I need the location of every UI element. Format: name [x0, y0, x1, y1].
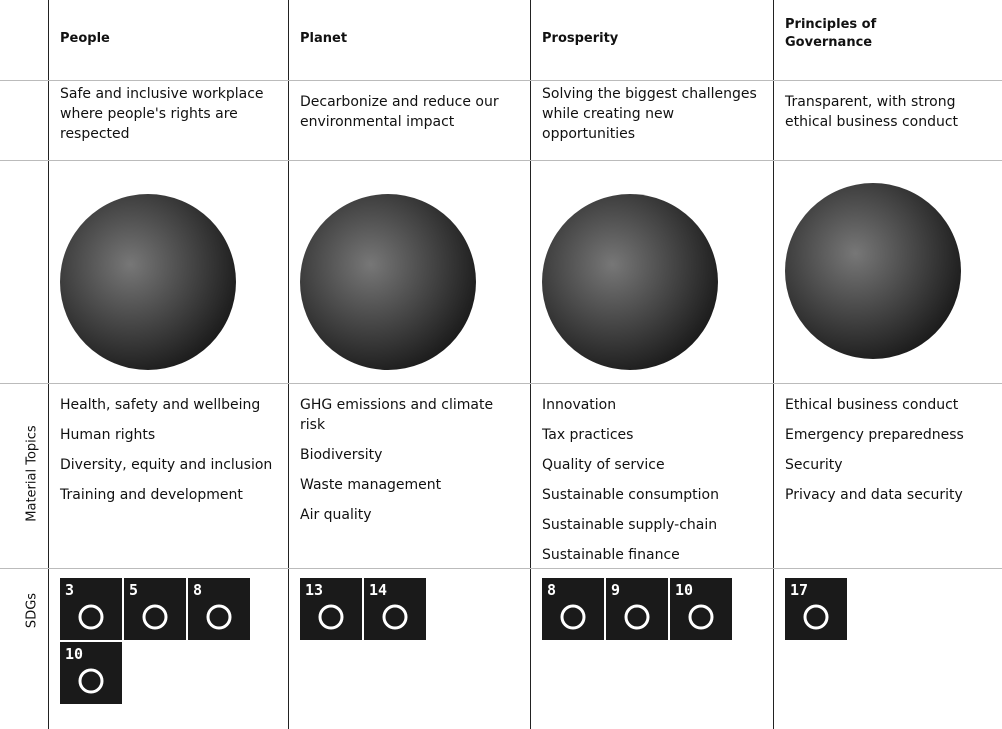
- sdg-glyph: [382, 604, 408, 630]
- column-title: People: [60, 31, 110, 46]
- topic: Sustainable finance: [542, 547, 680, 563]
- row-rule: [0, 80, 1002, 81]
- sdg-icon: 8: [188, 578, 250, 640]
- column-rule: [773, 0, 774, 729]
- sdg-glyph: [318, 604, 344, 630]
- sdg-number: 17: [790, 581, 809, 599]
- column-description: Decarbonize and reduce our environmental…: [300, 94, 499, 130]
- column-title: Planet: [300, 31, 348, 46]
- topic: Ethical business conduct: [785, 397, 959, 413]
- sdg-number: 14: [369, 581, 388, 599]
- sdg-icon: 3: [60, 578, 122, 640]
- row-label: SDGs: [24, 592, 40, 629]
- sdg-number: 9: [611, 581, 621, 599]
- sdg-tiles: 13 14: [300, 578, 500, 640]
- topic: Training and development: [60, 487, 243, 503]
- column-rule: [48, 0, 49, 729]
- topic-list: Health, safety and wellbeing Human rights…: [60, 395, 276, 515]
- sdg-glyph: [624, 604, 650, 630]
- topic: Emergency preparedness: [785, 427, 964, 443]
- photo: [60, 194, 236, 370]
- sdg-glyph: [803, 604, 829, 630]
- photo: [785, 183, 961, 359]
- sdg-glyph: [206, 604, 232, 630]
- sdg-icon: 10: [60, 642, 122, 704]
- row-rule: [0, 568, 1002, 569]
- column-rule: [288, 0, 289, 729]
- column-title: Principles of Governance: [785, 17, 877, 50]
- topic: Tax practices: [542, 427, 634, 443]
- topic-list: Innovation Tax practices Quality of servic…: [542, 395, 761, 575]
- column-description: Transparent, with strong ethical busines…: [785, 94, 959, 130]
- topic: Sustainable consumption: [542, 487, 719, 503]
- topic: Air quality: [300, 507, 372, 523]
- topic-list: GHG emissions and climate risk Biodiversi…: [300, 395, 518, 535]
- topic: Biodiversity: [300, 447, 383, 463]
- sdg-glyph: [688, 604, 714, 630]
- sdg-icon: 13: [300, 578, 362, 640]
- sdg-icon: 5: [124, 578, 186, 640]
- sdg-tiles: 3 5 8 10: [60, 578, 260, 704]
- column-rule: [530, 0, 531, 729]
- sdg-number: 5: [129, 581, 139, 599]
- sdg-glyph: [78, 668, 104, 694]
- sdg-tiles: 8 9 10: [542, 578, 742, 640]
- row-rule: [0, 160, 1002, 161]
- photo: [542, 194, 718, 370]
- topic: Privacy and data security: [785, 487, 963, 503]
- topic: Security: [785, 457, 843, 473]
- topic: Waste management: [300, 477, 442, 493]
- topic: Human rights: [60, 427, 156, 443]
- topic: Innovation: [542, 397, 617, 413]
- topic: Quality of service: [542, 457, 665, 473]
- sdg-number: 3: [65, 581, 75, 599]
- sdg-icon: 9: [606, 578, 668, 640]
- column-description: Solving the biggest challenges while cre…: [542, 86, 757, 142]
- sdg-glyph: [560, 604, 586, 630]
- sdg-number: 8: [193, 581, 203, 599]
- sdg-glyph: [78, 604, 104, 630]
- row-label: Material Topics: [24, 425, 40, 522]
- column-description: Safe and inclusive workplace where peopl…: [60, 86, 264, 142]
- sdg-icon: 10: [670, 578, 732, 640]
- sdg-number: 10: [65, 645, 84, 663]
- sdg-number: 10: [675, 581, 694, 599]
- sdg-number: 8: [547, 581, 557, 599]
- topic: Diversity, equity and inclusion: [60, 457, 273, 473]
- sdg-icon: 14: [364, 578, 426, 640]
- column-title: Prosperity: [542, 31, 619, 46]
- sdg-glyph: [142, 604, 168, 630]
- sdg-tiles: 17: [785, 578, 985, 640]
- sdg-icon: 8: [542, 578, 604, 640]
- topic: Health, safety and wellbeing: [60, 397, 261, 413]
- sdg-number: 13: [305, 581, 324, 599]
- topic: GHG emissions and climate risk: [300, 397, 494, 433]
- topic: Sustainable supply-chain: [542, 517, 718, 533]
- topic-list: Ethical business conduct Emergency prepar…: [785, 395, 990, 515]
- photo: [300, 194, 476, 370]
- sdg-icon: 17: [785, 578, 847, 640]
- row-rule: [0, 383, 1002, 384]
